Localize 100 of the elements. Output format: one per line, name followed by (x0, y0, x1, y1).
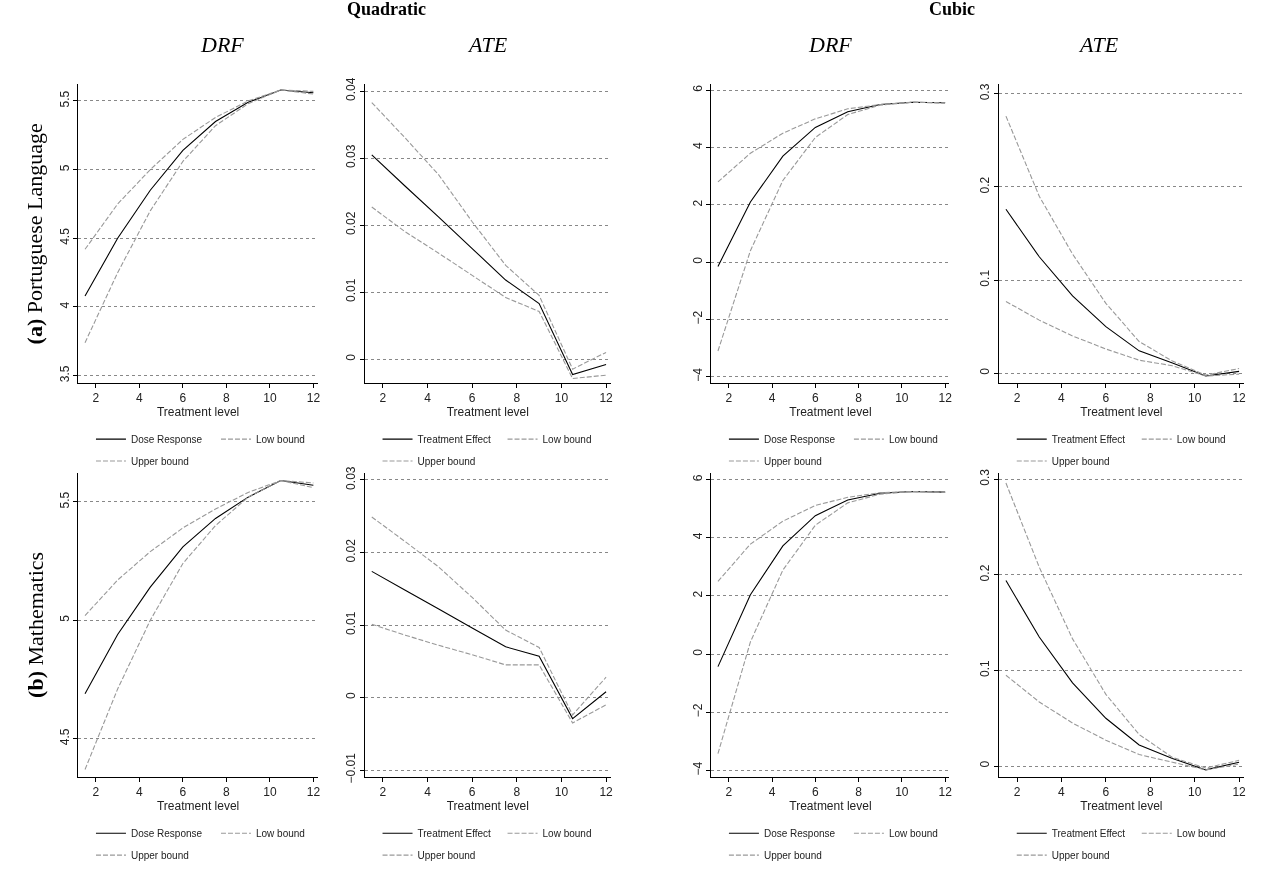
text: Cubic (929, 0, 976, 19)
x-tick-label: 6 (468, 784, 476, 799)
x-tick-label: 10 (554, 784, 569, 799)
x-tick-label: 12 (1232, 784, 1247, 799)
y-axis-title: (b) Mathematics (22, 551, 48, 698)
y-tick-label: 0.02 (344, 211, 359, 235)
text: Quadratic (347, 0, 427, 19)
x-tick-label: 6 (811, 390, 819, 405)
x-axis-title: Treatment level (1080, 404, 1163, 419)
x-tick-label: 6 (1102, 390, 1110, 405)
legend-label: Upper bound (130, 455, 189, 467)
y-tick-label: 2 (690, 590, 705, 598)
x-tick-label: 12 (938, 784, 953, 799)
x-tick-label: 4 (768, 390, 776, 405)
legend-label: Low bound (542, 828, 592, 840)
x-tick-label: 2 (379, 784, 387, 799)
x-tick-label: 8 (513, 784, 521, 799)
y-tick-label: 0 (978, 367, 993, 375)
y-tick-label: 4.5 (57, 728, 72, 746)
x-tick-label: 8 (223, 390, 231, 405)
x-axis-title: Treatment level (446, 798, 529, 813)
y-tick-label: −4 (690, 761, 705, 776)
y-tick-label: 0.03 (344, 466, 359, 490)
legend-label: Low bound (542, 434, 592, 446)
y-tick-label: 4 (690, 142, 705, 150)
y-tick-label: 3.5 (57, 365, 72, 383)
legend-label: Upper bound (763, 455, 822, 467)
x-tick-label: 2 (92, 784, 100, 799)
x-tick-label: 8 (513, 390, 521, 405)
x-tick-label: 10 (1187, 784, 1202, 799)
x-tick-label: 10 (554, 390, 569, 405)
y-tick-label: 0 (344, 353, 359, 361)
x-tick-label: 2 (1013, 784, 1021, 799)
y-tick-label: 0.04 (344, 77, 359, 102)
legend-label: Dose Response (763, 828, 836, 840)
y-tick-label: 0.01 (344, 278, 359, 302)
x-axis-title: Treatment level (789, 404, 872, 419)
y-tick-label: 0.01 (344, 611, 359, 635)
y-tick-label: 0.2 (978, 564, 993, 582)
x-tick-label: 4 (768, 784, 776, 799)
y-tick-label: 0.02 (344, 538, 359, 563)
legend-label: Upper bound (130, 849, 189, 861)
y-tick-label: 4 (690, 532, 705, 540)
y-tick-label: 6 (690, 84, 705, 92)
y-tick-label: 0.2 (978, 176, 993, 194)
chart-title: DRF (808, 32, 853, 57)
y-tick-label: 5 (57, 164, 72, 172)
x-axis-title: Treatment level (1080, 798, 1163, 813)
x-tick-label: 6 (468, 390, 476, 405)
x-axis-title: Treatment level (789, 798, 872, 813)
legend-label: Dose Response (130, 434, 203, 446)
x-tick-label: 8 (1146, 390, 1154, 405)
legend-label: Low bound (1176, 828, 1226, 840)
chart-title: ATE (1078, 32, 1119, 57)
y-tick-label: 0 (690, 256, 705, 264)
y-tick-label: 0 (690, 648, 705, 656)
legend-label: Treatment Effect (417, 828, 492, 840)
x-tick-label: 12 (599, 390, 614, 405)
y-tick-label: 0.1 (978, 269, 993, 287)
x-tick-label: 10 (895, 390, 909, 405)
x-tick-label: 12 (599, 784, 614, 799)
x-axis-title: Treatment level (156, 404, 240, 419)
y-tick-label: 0.3 (978, 83, 993, 101)
x-tick-label: 4 (424, 390, 432, 405)
x-tick-label: 4 (1058, 390, 1066, 405)
x-tick-label: 12 (306, 390, 321, 405)
x-tick-label: 2 (92, 390, 100, 405)
y-tick-label: 0 (978, 760, 993, 768)
x-tick-label: 12 (306, 784, 321, 799)
y-tick-label: 5.5 (57, 90, 72, 108)
y-axis-title: (a) Portuguese Language (22, 123, 48, 345)
y-tick-label: 5.5 (57, 491, 72, 509)
x-tick-label: 8 (223, 784, 231, 799)
y-tick-label: −0.01 (344, 752, 359, 784)
x-tick-label: 6 (179, 784, 187, 799)
x-axis-title: Treatment level (446, 404, 529, 419)
y-tick-label: −4 (690, 367, 705, 382)
x-tick-label: 12 (938, 390, 953, 405)
x-tick-label: 4 (136, 390, 144, 405)
x-tick-label: 6 (811, 784, 819, 799)
y-tick-label: 2 (690, 199, 705, 207)
y-tick-label: 5 (57, 614, 72, 622)
x-tick-label: 2 (1013, 390, 1021, 405)
legend-label: Low bound (1176, 434, 1226, 446)
legend-label: Upper bound (1051, 849, 1110, 861)
legend-label: Dose Response (763, 434, 836, 446)
legend-label: Low bound (255, 434, 305, 446)
legend-label: Dose Response (130, 828, 203, 840)
chart-title: ATE (467, 32, 508, 57)
x-tick-label: 10 (895, 784, 909, 799)
x-tick-label: 12 (1232, 390, 1247, 405)
legend-label: Low bound (888, 434, 938, 446)
y-tick-label: 0.3 (978, 468, 993, 486)
legend-label: Upper bound (1051, 455, 1110, 467)
y-tick-label: 0.03 (344, 144, 359, 169)
y-tick-label: 0.1 (978, 659, 993, 677)
legend-label: Low bound (888, 828, 938, 840)
legend-label: Upper bound (417, 455, 476, 467)
x-tick-label: 10 (263, 784, 277, 799)
x-tick-label: 2 (379, 390, 387, 405)
